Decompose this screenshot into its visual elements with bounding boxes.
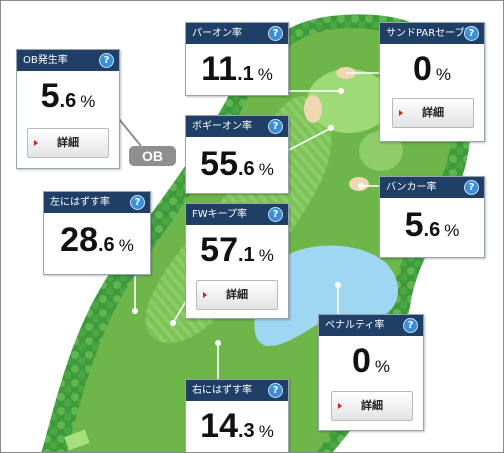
- card-ob-rate-header: OB発生率 ?: [17, 50, 119, 71]
- penalty-rate-value: 0%: [351, 342, 391, 380]
- card-fw-keep-rate: FWキープ率 ? 57.1% 詳細: [185, 203, 289, 319]
- red-triangle-arrow-icon: [34, 140, 38, 146]
- help-circle-icon[interactable]: ?: [268, 26, 283, 41]
- bunker-rate-value: 5.6%: [404, 206, 460, 244]
- card-penalty-rate-title: ペナルティ率: [325, 320, 385, 331]
- card-par-on-rate: パーオン率 ? 11.1%: [185, 22, 289, 96]
- tee-box: [64, 429, 90, 451]
- card-right-miss-rate-title: 右にはずす率: [192, 385, 252, 396]
- red-triangle-arrow-icon: [399, 110, 403, 116]
- card-par-on-rate-title: パーオン率: [192, 28, 242, 39]
- right-miss-rate-value: 14.3%: [200, 407, 274, 445]
- card-ob-rate: OB発生率 ? 5.6% 詳細: [16, 49, 120, 169]
- card-sand-par-save-rate: サンドPARセーブ率 ? 0% 詳細: [379, 22, 485, 142]
- card-fw-keep-rate-title: FWキープ率: [192, 209, 248, 220]
- red-triangle-arrow-icon: [203, 292, 207, 298]
- par-on-rate-value: 11.1%: [201, 50, 273, 88]
- bunker-2: [304, 95, 322, 123]
- help-circle-icon[interactable]: ?: [268, 119, 283, 134]
- sand-par-save-rate-value: 0%: [412, 50, 452, 88]
- ob-rate-value: 5.6%: [40, 77, 96, 115]
- card-penalty-rate: ペナルティ率 ? 0% 詳細: [318, 314, 424, 431]
- putting-green: [307, 69, 391, 133]
- help-circle-icon[interactable]: ?: [464, 26, 479, 41]
- card-sand-par-save-rate-title: サンドPARセーブ率: [386, 28, 475, 39]
- water-hazard: [254, 245, 398, 346]
- card-bunker-rate-title: バンカー率: [386, 182, 437, 193]
- help-circle-icon[interactable]: ?: [130, 195, 145, 210]
- help-circle-icon[interactable]: ?: [403, 318, 418, 333]
- card-left-miss-rate: 左にはずす率 ? 28.6%: [43, 191, 151, 275]
- left-miss-rate-value: 28.6%: [60, 221, 134, 259]
- fw-keep-rate-value: 57.1%: [200, 231, 274, 269]
- help-circle-icon[interactable]: ?: [268, 383, 283, 398]
- penalty-detail-button[interactable]: 詳細: [331, 391, 413, 421]
- ob-detail-button[interactable]: 詳細: [27, 128, 109, 158]
- ob-badge: OB: [129, 146, 176, 166]
- card-bunker-rate: バンカー率 ? 5.6%: [379, 176, 485, 258]
- card-ob-rate-title: OB発生率: [23, 55, 68, 66]
- help-circle-icon[interactable]: ?: [268, 207, 283, 222]
- red-triangle-arrow-icon: [338, 403, 342, 409]
- card-bogey-on-rate-title: ボギーオン率: [192, 121, 252, 132]
- fw-keep-detail-button[interactable]: 詳細: [196, 280, 278, 310]
- help-circle-icon[interactable]: ?: [464, 180, 479, 195]
- sand-par-save-detail-button[interactable]: 詳細: [392, 98, 474, 128]
- help-circle-icon[interactable]: ?: [99, 53, 114, 68]
- card-left-miss-rate-title: 左にはずす率: [50, 197, 110, 208]
- bogey-on-rate-value: 55.6%: [200, 145, 274, 183]
- card-right-miss-rate: 右にはずす率 ? 14.3%: [185, 379, 289, 452]
- card-bogey-on-rate: ボギーオン率 ? 55.6%: [185, 115, 289, 194]
